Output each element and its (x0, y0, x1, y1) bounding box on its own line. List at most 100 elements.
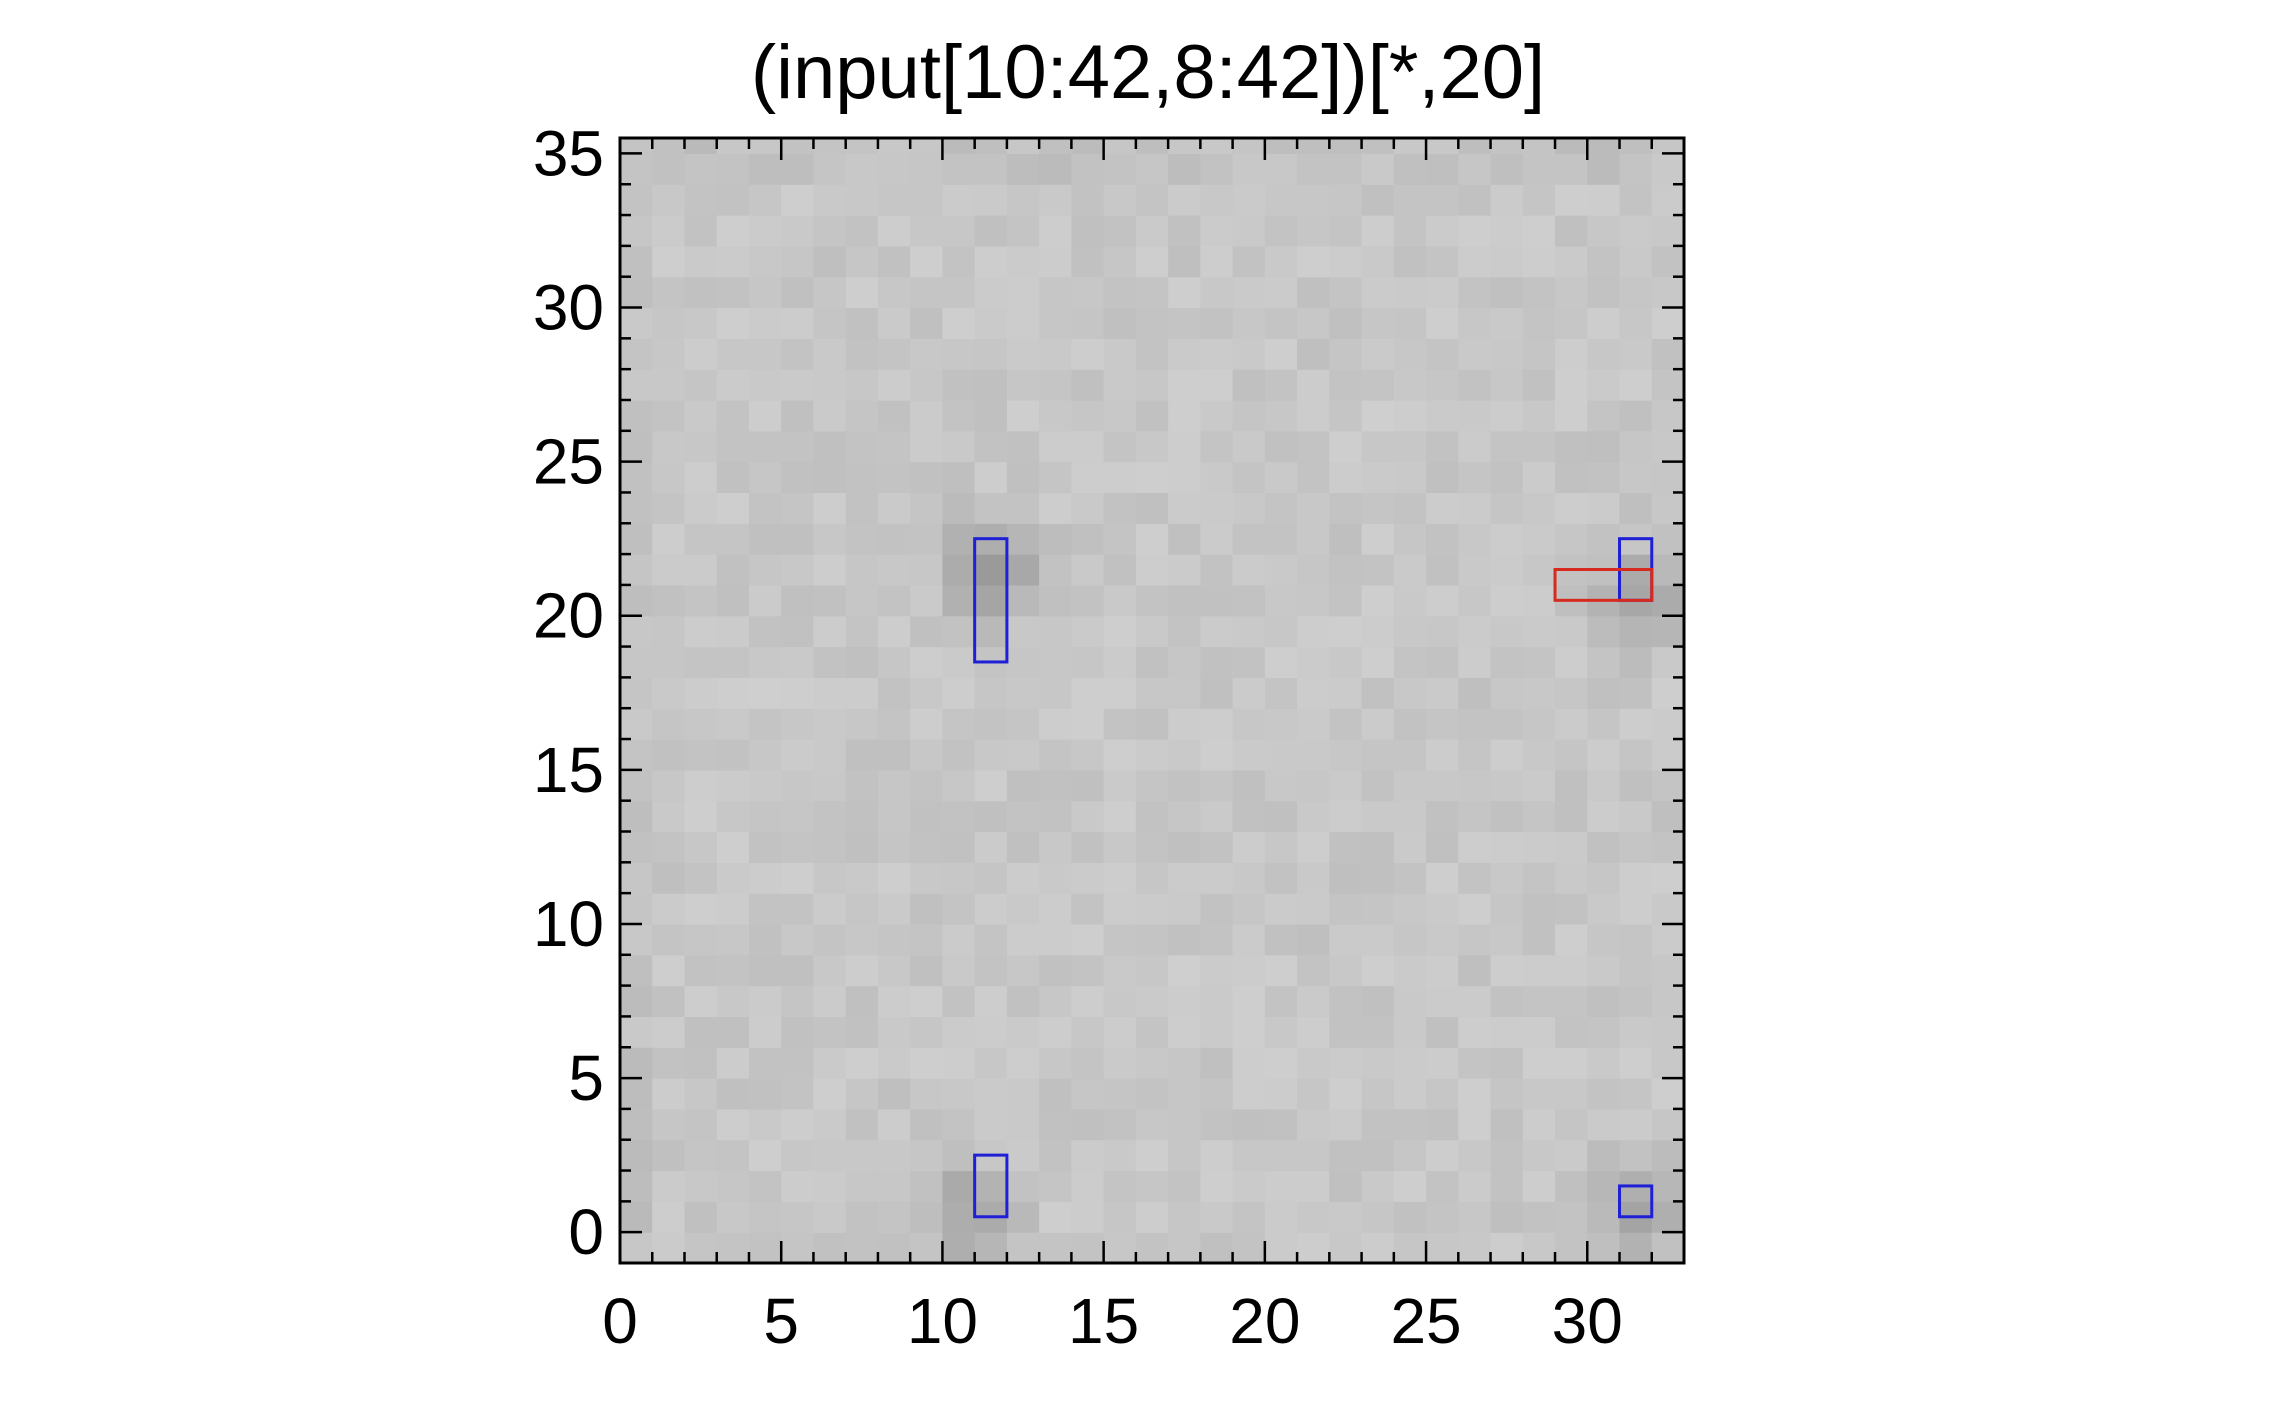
heatmap-cell (1555, 769, 1588, 802)
heatmap-cell (620, 1201, 653, 1233)
heatmap-cell (1297, 1170, 1330, 1202)
heatmap-cell (1587, 245, 1621, 278)
heatmap-cell (1006, 923, 1040, 956)
heatmap-cell (910, 461, 944, 494)
heatmap-cell (1651, 615, 1685, 648)
heatmap-cell (1490, 646, 1524, 678)
heatmap-cell (1522, 1108, 1556, 1141)
heatmap-cell (1361, 1201, 1395, 1233)
heatmap-cell (716, 523, 750, 555)
heatmap-cell (1200, 492, 1234, 524)
heatmap-cell (1587, 369, 1621, 401)
heatmap-cell (813, 1047, 847, 1079)
heatmap-cell (1522, 1047, 1556, 1079)
heatmap-cell (877, 1170, 911, 1202)
heatmap-cell (781, 1078, 815, 1110)
y-tick-label: 10 (533, 888, 604, 960)
heatmap-cell (1458, 153, 1492, 185)
heatmap-cell (1006, 800, 1040, 833)
heatmap-cell (1135, 430, 1169, 463)
heatmap-cell (1039, 369, 1072, 401)
heatmap-cell (716, 985, 750, 1018)
heatmap-cell (748, 338, 782, 370)
heatmap-cell (1297, 923, 1330, 956)
heatmap-cell (1006, 985, 1040, 1018)
heatmap-cell (620, 831, 653, 863)
heatmap-cell (716, 1016, 750, 1048)
heatmap-cell (813, 554, 847, 586)
heatmap-cell (1071, 646, 1105, 678)
heatmap-cell (1297, 769, 1330, 802)
heatmap-cell (1555, 739, 1588, 771)
heatmap-cell (1297, 677, 1330, 709)
heatmap-cell (942, 893, 976, 925)
heatmap-cell (1458, 245, 1492, 278)
heatmap-cell (1587, 307, 1621, 339)
heatmap-cell (748, 677, 782, 709)
heatmap-cell (1232, 615, 1266, 648)
heatmap-cell (1232, 923, 1266, 956)
heatmap-cell (684, 461, 718, 494)
heatmap-cell (1264, 1170, 1298, 1202)
y-tick-label: 35 (533, 117, 604, 189)
heatmap-cell (748, 708, 782, 740)
heatmap-cell (1651, 1201, 1685, 1233)
heatmap-cell (748, 1108, 782, 1141)
heatmap-cell (1393, 492, 1427, 524)
heatmap-cell (974, 708, 1008, 740)
heatmap-cell (1006, 153, 1040, 185)
heatmap-cell (748, 769, 782, 802)
heatmap-cell (1006, 245, 1040, 278)
heatmap-cell (813, 954, 847, 987)
heatmap-cell (1200, 369, 1234, 401)
heatmap-cell (1232, 739, 1266, 771)
heatmap-cell (652, 523, 686, 555)
heatmap-cell (1071, 399, 1105, 432)
heatmap-cell (1264, 1232, 1298, 1264)
heatmap-cell (845, 461, 879, 494)
heatmap-cell (1555, 862, 1588, 894)
heatmap-cell (1168, 184, 1201, 216)
heatmap-cell (1619, 985, 1653, 1018)
heatmap-cell (877, 708, 911, 740)
heatmap-cell (620, 985, 653, 1018)
heatmap-cell (652, 1139, 686, 1172)
region-boxes (973, 537, 1654, 1219)
heatmap-cell (1135, 245, 1169, 278)
heatmap-cell (1587, 338, 1621, 370)
heatmap-cell (813, 461, 847, 494)
heatmap-cell (1426, 461, 1459, 494)
heatmap-cell (1361, 646, 1395, 678)
heatmap-cell (652, 862, 686, 894)
heatmap-cell (684, 1170, 718, 1202)
heatmap-cell (1232, 893, 1266, 925)
heatmap-cell (974, 954, 1008, 987)
heatmap-cell (1200, 399, 1234, 432)
heatmap-cell (1555, 430, 1588, 463)
heatmap-cell (1039, 1139, 1072, 1172)
heatmap-cell (1264, 708, 1298, 740)
y-tick-label: 20 (533, 580, 604, 652)
heatmap-cell (1458, 523, 1492, 555)
heatmap-cell (1619, 1078, 1653, 1110)
heatmap-cell (877, 276, 911, 309)
heatmap-cell (1619, 646, 1653, 678)
heatmap-cell (1393, 245, 1427, 278)
heatmap-cell (974, 461, 1008, 494)
heatmap-cell (877, 184, 911, 216)
heatmap-cell (748, 923, 782, 956)
heatmap-cell (1071, 800, 1105, 833)
heatmap-cell (716, 430, 750, 463)
heatmap-cell (1522, 708, 1556, 740)
heatmap-cell (1264, 184, 1298, 216)
heatmap-cell (974, 739, 1008, 771)
heatmap-cell (1458, 430, 1492, 463)
heatmap-cell (652, 584, 686, 617)
heatmap-cell (974, 893, 1008, 925)
heatmap-cell (1168, 215, 1201, 247)
heatmap-cell (1135, 276, 1169, 309)
heatmap-cell (652, 430, 686, 463)
heatmap-cell (974, 430, 1008, 463)
heatmap-cell (910, 677, 944, 709)
region-box (973, 537, 1009, 664)
